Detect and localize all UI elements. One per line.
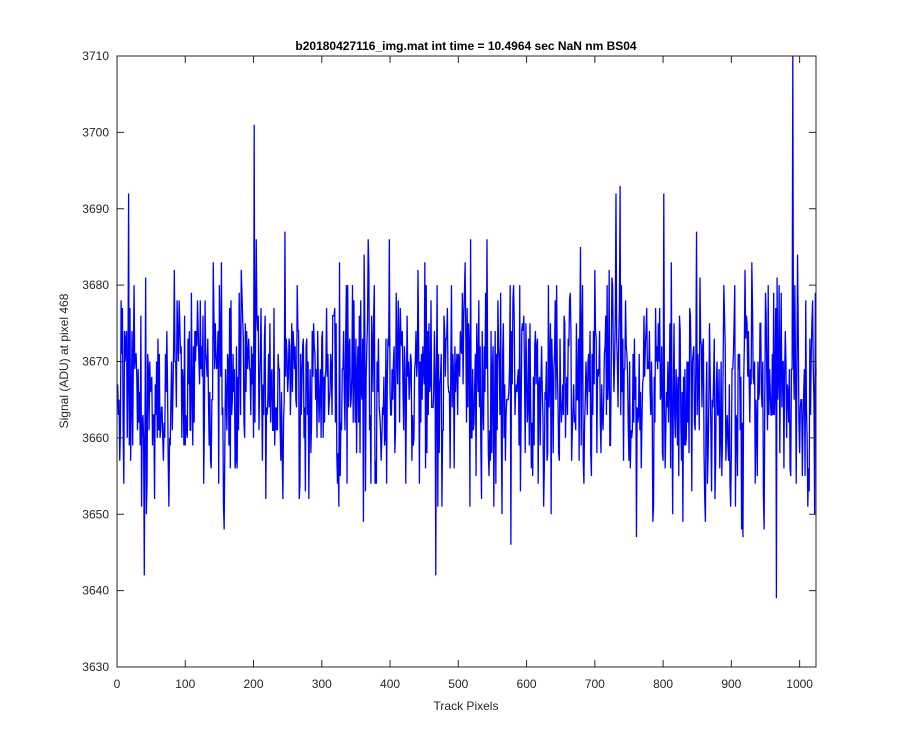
y-axis-label: Signal (ADU) at pixel 468 [57,293,71,428]
y-tick-label: 3700 [82,125,109,139]
x-tick-label: 1000 [786,677,813,691]
chart-title: b20180427116_img.mat int time = 10.4964 … [295,39,637,53]
x-tick-label: 700 [585,677,605,691]
y-tick-label: 3680 [82,278,109,292]
y-tick-label: 3660 [82,431,109,445]
plot-area [116,55,817,668]
x-tick-label: 900 [721,677,741,691]
x-tick-label: 100 [175,677,195,691]
x-tick-label: 600 [517,677,537,691]
y-axis: 3630 3640 3650 3660 3670 3680 3690 3700 3710 [82,49,816,674]
x-tick-label: 300 [312,677,332,691]
y-tick-label: 3690 [82,202,109,216]
x-tick-label: 400 [380,677,400,691]
y-tick-label: 3710 [82,49,109,63]
x-tick-label: 0 [114,677,121,691]
series-line [117,55,817,599]
series-layer [117,55,817,599]
y-tick-label: 3670 [82,355,109,369]
y-tick-label: 3640 [82,584,109,598]
x-tick-label: 500 [448,677,468,691]
x-tick-label: 200 [244,677,264,691]
x-tick-label: 800 [653,677,673,691]
x-axis: 0 100 200 300 400 500 600 700 800 900 1000 [114,56,813,691]
y-tick-label: 3630 [82,660,109,674]
x-axis-label: Track Pixels [434,699,499,713]
y-tick-label: 3650 [82,507,109,521]
